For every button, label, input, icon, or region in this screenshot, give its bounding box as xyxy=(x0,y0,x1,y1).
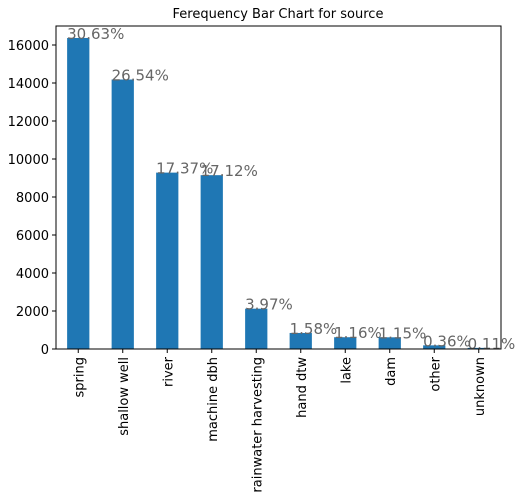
bar xyxy=(378,337,401,349)
x-tick-label: rainwater harvesting xyxy=(250,357,265,493)
annotation: 3.97% xyxy=(245,296,293,314)
annotation: 0.36% xyxy=(423,332,471,350)
bar xyxy=(289,332,312,349)
annotation: 26.54% xyxy=(112,67,169,85)
bar xyxy=(245,308,268,349)
plot-frame xyxy=(55,25,502,350)
annotation: 30.63% xyxy=(67,25,124,43)
annotation: 17.12% xyxy=(201,162,258,180)
y-tick-label: 12000 xyxy=(8,115,49,130)
bar xyxy=(334,337,357,349)
bar xyxy=(467,347,490,349)
annotation: 17.37% xyxy=(156,160,213,178)
y-tick-label: 16000 xyxy=(8,39,49,54)
bar xyxy=(67,37,90,349)
y-tick-label: 8000 xyxy=(16,191,49,206)
x-tick-label: hand dtw xyxy=(295,357,310,418)
annotation: 0.11% xyxy=(468,335,516,353)
chart-title: Ferequency Bar Chart for source xyxy=(173,7,384,22)
x-tick-label: spring xyxy=(72,357,87,397)
bar xyxy=(423,345,446,349)
y-tick-label: 4000 xyxy=(16,267,49,282)
x-tick-label: dam xyxy=(384,357,399,386)
x-tick-label: machine dbh xyxy=(206,357,221,442)
bar xyxy=(111,79,134,349)
bar xyxy=(156,172,179,349)
x-tick-label: shallow well xyxy=(117,357,132,436)
y-tick-label: 0 xyxy=(41,343,49,358)
y-tick-label: 10000 xyxy=(8,153,49,168)
x-tick-label: other xyxy=(428,356,443,391)
bar xyxy=(200,175,223,349)
x-tick-label: unknown xyxy=(473,357,488,416)
annotation: 1.16% xyxy=(334,324,382,342)
annotation: 1.15% xyxy=(379,324,427,342)
x-tick-label: river xyxy=(161,356,176,387)
y-tick-label: 14000 xyxy=(8,77,49,92)
annotation: 1.58% xyxy=(290,320,338,338)
y-tick-label: 6000 xyxy=(16,229,49,244)
y-tick-label: 2000 xyxy=(16,305,49,320)
x-tick-label: lake xyxy=(339,357,354,384)
